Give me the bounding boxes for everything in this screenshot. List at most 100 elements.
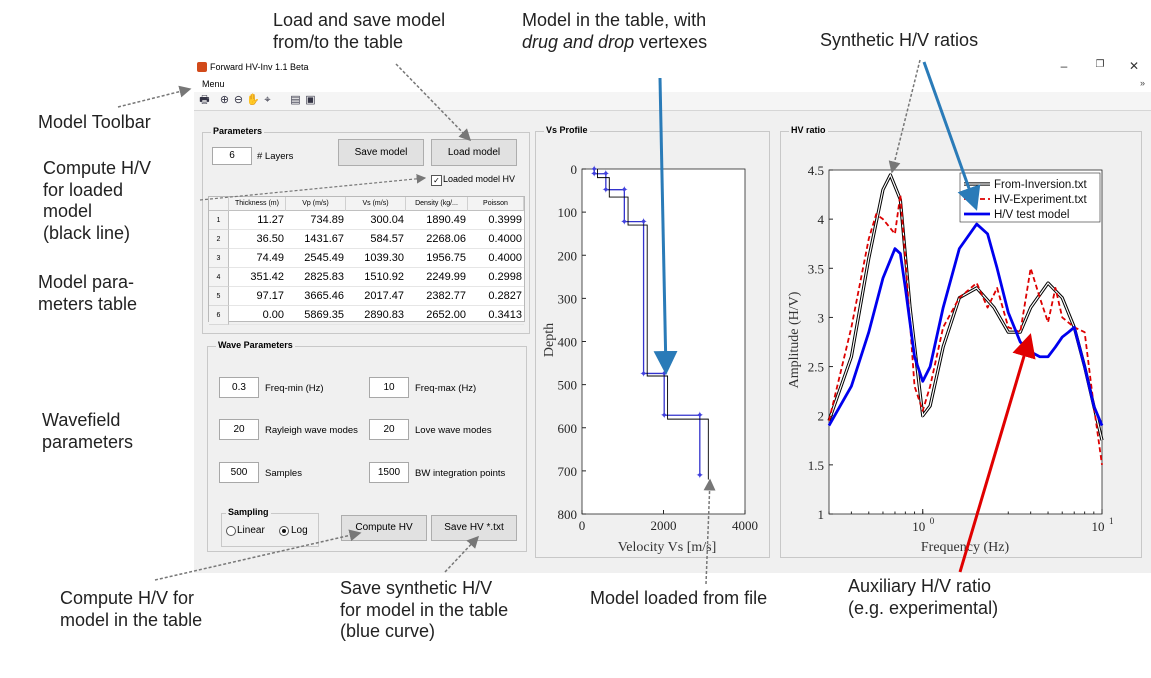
legend-label: HV-Experiment.txt bbox=[994, 194, 1087, 206]
bw-points-input[interactable]: 1500 bbox=[369, 462, 409, 483]
minimize-icon[interactable]: – bbox=[1060, 59, 1068, 73]
table-cell[interactable]: 5869.35 bbox=[286, 306, 346, 325]
table-cell[interactable]: 0.2827 bbox=[468, 287, 524, 306]
table-cell[interactable]: 2890.83 bbox=[346, 306, 406, 325]
save-hv-button[interactable]: Save HV *.txt bbox=[431, 515, 517, 541]
pan-icon[interactable]: ✋ bbox=[246, 94, 260, 106]
table-cell[interactable]: 2652.00 bbox=[406, 306, 468, 325]
y-tick-label: 400 bbox=[558, 335, 578, 350]
hv-ylabel: Amplitude (H/V) bbox=[787, 291, 802, 388]
love-modes-label: Love wave modes bbox=[415, 425, 492, 436]
table-cell[interactable]: 2545.49 bbox=[286, 249, 346, 268]
zoom-in-icon[interactable]: ⊕ bbox=[219, 94, 230, 106]
insert-legend-icon[interactable]: ▣ bbox=[305, 94, 316, 106]
vertex-marker: ✦ bbox=[696, 411, 704, 422]
vertex-marker: ✦ bbox=[602, 169, 610, 180]
y-tick-label: 100 bbox=[558, 205, 578, 220]
linear-radio[interactable] bbox=[226, 526, 236, 536]
table-cell[interactable]: 300.04 bbox=[346, 211, 406, 230]
table-cell[interactable]: 3665.46 bbox=[286, 287, 346, 306]
table-cell[interactable]: 2382.77 bbox=[406, 287, 468, 306]
table-cell[interactable]: 0.4000 bbox=[468, 230, 524, 249]
menu-item[interactable]: Menu bbox=[202, 79, 225, 89]
table-cell[interactable]: 1039.30 bbox=[346, 249, 406, 268]
annotation-model-loaded: Model loaded from file bbox=[590, 588, 768, 608]
y-tick-label: 800 bbox=[558, 507, 578, 522]
insert-colorbar-icon[interactable]: ▤ bbox=[290, 94, 301, 106]
table-cell[interactable]: 1431.67 bbox=[286, 230, 346, 249]
table-cell[interactable]: 1510.92 bbox=[346, 268, 406, 287]
layers-input[interactable]: 6 bbox=[212, 147, 252, 165]
print-icon[interactable]: 🖶 bbox=[199, 94, 210, 106]
table-cell[interactable]: 2268.06 bbox=[406, 230, 468, 249]
close-icon[interactable]: ✕ bbox=[1128, 59, 1140, 73]
table-cell[interactable]: 1890.49 bbox=[406, 211, 468, 230]
vertex-marker: ✦ bbox=[620, 217, 628, 228]
column-header[interactable]: Vs (m/s) bbox=[346, 197, 406, 211]
vs-profile-title: Vs Profile bbox=[544, 125, 590, 135]
y-tick-label: 600 bbox=[558, 421, 578, 436]
table-cell[interactable]: 0.3413 bbox=[468, 306, 524, 325]
row-number: 6 bbox=[209, 306, 229, 325]
column-header[interactable]: Thickness (m) bbox=[229, 197, 286, 211]
chevron-down-icon[interactable]: » bbox=[1139, 78, 1145, 88]
samples-input[interactable]: 500 bbox=[219, 462, 259, 483]
table-cell[interactable]: 36.50 bbox=[229, 230, 286, 249]
x-tick-label: 2000 bbox=[651, 518, 677, 533]
annotation-compute-table: Compute H/V for model in the table bbox=[60, 588, 203, 630]
love-modes-input[interactable]: 20 bbox=[369, 419, 409, 440]
legend-label: H/V test model bbox=[994, 209, 1069, 221]
y-tick-label: 200 bbox=[558, 248, 578, 263]
zoom-out-icon[interactable]: ⊖ bbox=[233, 94, 244, 106]
row-number: 5 bbox=[209, 287, 229, 306]
freq-max-input[interactable]: 10 bbox=[369, 377, 409, 398]
matlab-app-icon bbox=[197, 62, 207, 72]
table-cell[interactable]: 584.57 bbox=[346, 230, 406, 249]
compute-hv-button[interactable]: Compute HV bbox=[341, 515, 427, 541]
table-cell[interactable]: 97.17 bbox=[229, 287, 286, 306]
load-model-button[interactable]: Load model bbox=[431, 139, 517, 166]
table-cell[interactable]: 0.4000 bbox=[468, 249, 524, 268]
annotation-model-params: Model para-meters table bbox=[38, 272, 138, 314]
table-cell[interactable]: 1956.75 bbox=[406, 249, 468, 268]
log-radio[interactable] bbox=[279, 526, 289, 536]
row-number: 3 bbox=[209, 249, 229, 268]
row-number: 4 bbox=[209, 268, 229, 287]
y-tick-label: 1.5 bbox=[808, 458, 824, 473]
y-tick-label: 2.5 bbox=[808, 360, 824, 375]
data-cursor-icon[interactable]: ⌖ bbox=[264, 94, 271, 106]
loaded-model-hv-checkbox[interactable]: ✓ bbox=[431, 175, 442, 186]
table-cell[interactable]: 74.49 bbox=[229, 249, 286, 268]
table-cell[interactable]: 0.2998 bbox=[468, 268, 524, 287]
save-model-button[interactable]: Save model bbox=[338, 139, 424, 166]
table-cell[interactable]: 351.42 bbox=[229, 268, 286, 287]
hv-ratio-chart[interactable]: 1 1.5 2 2.5 3 3.5 4 4.5 10 0 10 1 From-Inversion.tx… bbox=[780, 140, 1142, 558]
model-parameters-table[interactable]: Thickness (m) Vp (m/s) Vs (m/s) Density … bbox=[208, 196, 525, 325]
table-cell[interactable]: 2825.83 bbox=[286, 268, 346, 287]
column-header[interactable]: Vp (m/s) bbox=[286, 197, 346, 211]
table-cell[interactable]: 734.89 bbox=[286, 211, 346, 230]
rayleigh-modes-input[interactable]: 20 bbox=[219, 419, 259, 440]
table-cell[interactable]: 0.3999 bbox=[468, 211, 524, 230]
vertex-marker: ✦ bbox=[590, 165, 598, 176]
y-tick-label: 4 bbox=[818, 212, 825, 227]
samples-label: Samples bbox=[265, 468, 302, 479]
vs-plot-area bbox=[581, 168, 746, 515]
window-title: Forward HV-Inv 1.1 Beta bbox=[210, 62, 309, 72]
column-header[interactable]: Poisson bbox=[468, 197, 524, 211]
table-cell[interactable]: 2249.99 bbox=[406, 268, 468, 287]
vs-ylabel: Depth bbox=[542, 323, 557, 357]
vertex-marker: ✦ bbox=[639, 369, 647, 380]
table-cell[interactable]: 11.27 bbox=[229, 211, 286, 230]
title-bar: Forward HV-Inv 1.1 Beta – ❐ ✕ bbox=[194, 57, 1151, 77]
x-tick-exponent: 1 bbox=[1109, 516, 1114, 526]
sampling-title: Sampling bbox=[226, 507, 271, 517]
freq-min-input[interactable]: 0.3 bbox=[219, 377, 259, 398]
column-header[interactable]: Density (kg/... bbox=[406, 197, 468, 211]
table-cell[interactable]: 0.00 bbox=[229, 306, 286, 325]
x-tick-exponent: 0 bbox=[930, 516, 935, 526]
rayleigh-modes-label: Rayleigh wave modes bbox=[265, 425, 358, 436]
restore-icon[interactable]: ❐ bbox=[1095, 59, 1105, 70]
table-cell[interactable]: 2017.47 bbox=[346, 287, 406, 306]
